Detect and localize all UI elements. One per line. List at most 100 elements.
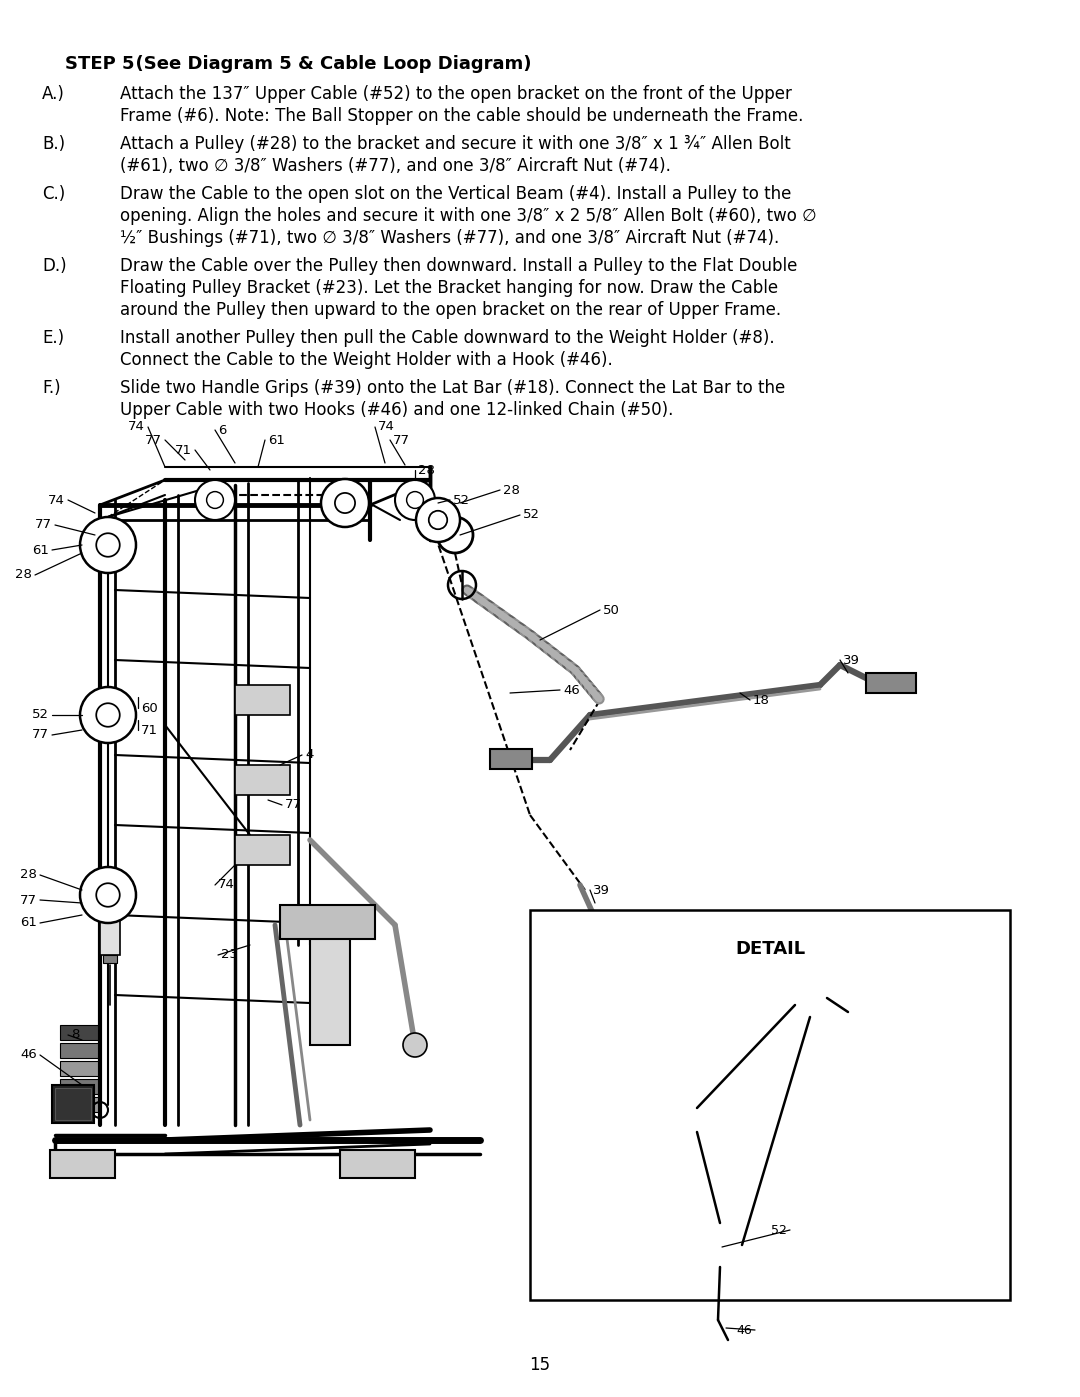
- Bar: [103, 956, 117, 963]
- Bar: [60, 1044, 98, 1058]
- Text: Frame (#6). Note: The Ball Stopper on the cable should be underneath the Frame.: Frame (#6). Note: The Ball Stopper on th…: [120, 108, 804, 124]
- Circle shape: [437, 517, 473, 553]
- Bar: [55, 1088, 91, 1120]
- Text: 28: 28: [503, 483, 519, 496]
- Text: 71: 71: [175, 443, 192, 457]
- Bar: [235, 835, 291, 865]
- Circle shape: [653, 1088, 697, 1132]
- Text: 46: 46: [21, 1049, 37, 1062]
- Circle shape: [80, 517, 136, 573]
- Text: 61: 61: [32, 543, 49, 556]
- Circle shape: [406, 492, 423, 509]
- Text: 74: 74: [218, 879, 234, 891]
- Text: 52: 52: [453, 493, 470, 507]
- Text: 61: 61: [268, 433, 285, 447]
- Text: C.): C.): [42, 184, 65, 203]
- Text: Connect the Cable to the Weight Holder with a Hook (#46).: Connect the Cable to the Weight Holder w…: [120, 351, 612, 369]
- Circle shape: [840, 1010, 850, 1020]
- Bar: [100, 905, 120, 956]
- Bar: [866, 673, 916, 693]
- Text: 28: 28: [21, 869, 37, 882]
- Circle shape: [195, 481, 235, 520]
- Text: F.): F.): [42, 379, 60, 397]
- Text: 39: 39: [593, 883, 610, 897]
- Bar: [50, 1150, 114, 1178]
- Text: 15: 15: [529, 1356, 551, 1375]
- Text: 77: 77: [35, 518, 52, 531]
- Circle shape: [429, 511, 447, 529]
- Text: 77: 77: [21, 894, 37, 907]
- Text: 77: 77: [145, 433, 162, 447]
- Text: DETAIL: DETAIL: [734, 940, 805, 958]
- Text: 18: 18: [753, 693, 770, 707]
- Bar: [60, 1025, 98, 1039]
- Text: Attach the 137″ Upper Cable (#52) to the open bracket on the front of the Upper: Attach the 137″ Upper Cable (#52) to the…: [120, 85, 792, 103]
- Text: 8: 8: [71, 1028, 79, 1042]
- Text: around the Pulley then upward to the open bracket on the rear of Upper Frame.: around the Pulley then upward to the ope…: [120, 300, 781, 319]
- Text: 28: 28: [418, 464, 435, 476]
- Circle shape: [96, 883, 120, 907]
- Text: 46: 46: [563, 683, 580, 697]
- Text: 52: 52: [523, 509, 540, 521]
- Bar: [52, 1085, 94, 1123]
- Bar: [235, 685, 291, 715]
- Text: A.): A.): [42, 85, 65, 103]
- Text: STEP 5: STEP 5: [65, 54, 135, 73]
- Text: 77: 77: [285, 799, 302, 812]
- Bar: [490, 749, 532, 768]
- Bar: [340, 1150, 415, 1178]
- Text: E.): E.): [42, 330, 64, 346]
- Text: 52: 52: [32, 708, 49, 721]
- Text: Slide two Handle Grips (#39) onto the Lat Bar (#18). Connect the Lat Bar to the: Slide two Handle Grips (#39) onto the La…: [120, 379, 785, 397]
- Text: 6: 6: [218, 423, 227, 436]
- Circle shape: [321, 479, 369, 527]
- Circle shape: [416, 497, 460, 542]
- Text: 28: 28: [15, 569, 32, 581]
- Text: Attach a Pulley (#28) to the bracket and secure it with one 3/8″ x 1 ¾″ Allen Bo: Attach a Pulley (#28) to the bracket and…: [120, 136, 791, 154]
- Circle shape: [335, 493, 355, 513]
- Text: 77: 77: [32, 728, 49, 742]
- Text: 46: 46: [737, 1323, 752, 1337]
- Circle shape: [802, 993, 818, 1007]
- Bar: [280, 905, 375, 939]
- Text: 23: 23: [221, 949, 238, 961]
- Circle shape: [698, 1222, 742, 1267]
- Circle shape: [403, 1032, 427, 1058]
- Text: 61: 61: [21, 916, 37, 929]
- Bar: [60, 1078, 98, 1094]
- Circle shape: [80, 687, 136, 743]
- Bar: [60, 1097, 98, 1112]
- Text: Draw the Cable over the Pulley then downward. Install a Pulley to the Flat Doubl: Draw the Cable over the Pulley then down…: [120, 257, 797, 275]
- Circle shape: [96, 534, 120, 557]
- Text: B.): B.): [42, 136, 65, 154]
- Text: Draw the Cable to the open slot on the Vertical Beam (#4). Install a Pulley to t: Draw the Cable to the open slot on the V…: [120, 184, 792, 203]
- Text: (#61), two ∅ 3/8″ Washers (#77), and one 3/8″ Aircraft Nut (#74).: (#61), two ∅ 3/8″ Washers (#77), and one…: [120, 156, 671, 175]
- Text: 74: 74: [378, 420, 395, 433]
- Text: Upper Cable with two Hooks (#46) and one 12-linked Chain (#50).: Upper Cable with two Hooks (#46) and one…: [120, 401, 673, 419]
- Circle shape: [793, 983, 827, 1017]
- Text: D.): D.): [42, 257, 67, 275]
- Circle shape: [711, 1236, 729, 1255]
- Text: 50: 50: [603, 604, 620, 616]
- Text: Install another Pulley then pull the Cable downward to the Weight Holder (#8).: Install another Pulley then pull the Cab…: [120, 330, 774, 346]
- Text: 60: 60: [141, 701, 158, 714]
- Circle shape: [834, 1004, 856, 1025]
- Circle shape: [395, 481, 435, 520]
- Text: Floating Pulley Bracket (#23). Let the Bracket hanging for now. Draw the Cable: Floating Pulley Bracket (#23). Let the B…: [120, 279, 778, 298]
- Bar: [60, 1060, 98, 1076]
- Text: opening. Align the holes and secure it with one 3/8″ x 2 5/8″ Allen Bolt (#60), : opening. Align the holes and secure it w…: [120, 207, 816, 225]
- Text: (See Diagram 5 & Cable Loop Diagram): (See Diagram 5 & Cable Loop Diagram): [123, 54, 531, 73]
- Bar: [310, 935, 350, 1045]
- Text: 71: 71: [141, 724, 158, 736]
- Bar: [235, 766, 291, 795]
- Bar: [607, 957, 645, 975]
- Text: 39: 39: [843, 654, 860, 666]
- Circle shape: [80, 868, 136, 923]
- Text: 52: 52: [771, 1224, 787, 1236]
- Text: ½″ Bushings (#71), two ∅ 3/8″ Washers (#77), and one 3/8″ Aircraft Nut (#74).: ½″ Bushings (#71), two ∅ 3/8″ Washers (#…: [120, 229, 780, 247]
- Text: 77: 77: [393, 433, 410, 447]
- Circle shape: [206, 492, 224, 509]
- Bar: [530, 909, 1010, 1301]
- Circle shape: [96, 703, 120, 726]
- Text: 4: 4: [305, 749, 313, 761]
